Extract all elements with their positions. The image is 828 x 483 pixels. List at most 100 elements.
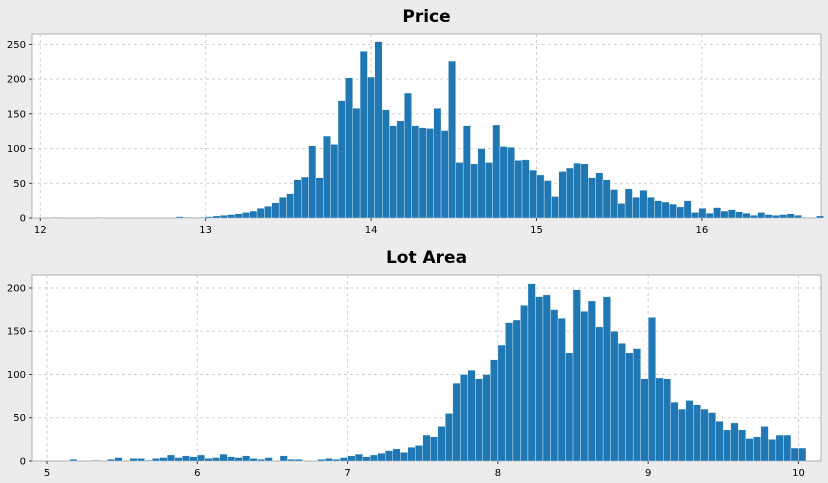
lot-area-histogram-bar xyxy=(640,378,649,462)
price-histogram-bar xyxy=(713,207,721,219)
price-histogram-bar xyxy=(381,109,390,219)
lot-area-histogram-bar xyxy=(723,429,732,462)
lot-area-histogram-bar xyxy=(730,422,739,462)
price-y-tick-label: 250 xyxy=(7,40,26,51)
lot-area-histogram-bar xyxy=(137,458,145,462)
price-histogram-bar xyxy=(529,169,537,219)
price-histogram-bar xyxy=(757,212,766,219)
price-histogram-bar xyxy=(426,128,434,219)
price-histogram-bar xyxy=(477,148,486,219)
price-histogram-bar xyxy=(359,51,368,219)
price-histogram-bar xyxy=(764,214,773,219)
lot-area-histogram-bar xyxy=(497,344,506,462)
lot-area-histogram-bar xyxy=(369,454,378,462)
price-histogram-bar xyxy=(705,212,714,219)
lot-area-x-tick-label: 7 xyxy=(344,468,350,479)
price-histogram-bar xyxy=(389,125,398,219)
price-histogram-bar xyxy=(278,196,287,219)
lot-area-histogram-bar xyxy=(144,459,153,462)
price-histogram-bar xyxy=(220,215,228,219)
lot-area-x-tick-label: 10 xyxy=(792,468,805,479)
price-histogram-bar xyxy=(779,214,788,219)
lot-area-histogram-bar xyxy=(610,331,619,462)
price-x-tick-label: 13 xyxy=(199,225,212,236)
price-y-tick-label: 100 xyxy=(7,144,26,155)
lot-area-histogram-bar xyxy=(700,408,709,462)
lot-area-histogram-bar xyxy=(798,447,807,462)
lot-area-histogram-bar xyxy=(152,458,160,462)
lot-area-histogram-bar xyxy=(557,318,566,462)
price-histogram-bar xyxy=(676,206,685,219)
price-histogram-bar xyxy=(691,212,699,219)
lot-area-histogram-bar xyxy=(595,326,604,462)
price-histogram-bar xyxy=(470,163,479,219)
price-histogram-bar xyxy=(794,215,802,219)
lot-area-histogram-bar xyxy=(572,289,581,462)
lot-area-histogram-bar xyxy=(204,458,213,462)
price-chart-title: Price xyxy=(402,7,450,27)
lot-area-y-tick-label: 200 xyxy=(7,283,26,294)
lot-area-histogram-bar xyxy=(678,408,686,462)
price-histogram-bar xyxy=(801,217,810,219)
price-x-tick-label: 15 xyxy=(530,225,543,236)
lot-area-histogram-bar xyxy=(182,455,190,462)
lot-area-y-tick-label: 50 xyxy=(13,413,26,424)
lot-area-x-tick-label: 9 xyxy=(645,468,651,479)
lot-area-histogram-bar xyxy=(625,352,634,462)
lot-area-histogram-bar xyxy=(602,296,611,462)
lot-area-histogram-bar xyxy=(400,452,408,462)
lot-area-histogram-bar xyxy=(234,457,243,462)
price-histogram-bar xyxy=(727,209,736,219)
price-histogram-bar xyxy=(352,108,361,219)
price-histogram-bar xyxy=(249,210,258,219)
lot-area-histogram-bar xyxy=(257,459,266,462)
lot-area-histogram-bar xyxy=(332,459,341,462)
price-histogram-bar xyxy=(462,125,471,219)
lot-area-histogram-bar xyxy=(542,294,551,462)
price-histogram-bar xyxy=(786,213,795,219)
price-histogram-bar xyxy=(212,215,221,219)
lot-area-histogram-bar xyxy=(490,359,499,462)
price-histogram-bar xyxy=(521,159,530,219)
lot-area-histogram-bar xyxy=(452,382,461,462)
lot-area-histogram-bar xyxy=(415,445,423,462)
price-histogram-bar xyxy=(308,145,317,219)
price-y-tick-label: 200 xyxy=(7,75,26,86)
price-histogram-bar xyxy=(396,120,405,219)
price-histogram-bar xyxy=(264,206,272,219)
lot-area-histogram-bar xyxy=(264,457,273,462)
lot-area-histogram-bar xyxy=(347,455,356,462)
price-histogram-bar xyxy=(661,201,670,219)
price-histogram-bar xyxy=(551,196,560,219)
price-histogram-bar xyxy=(816,215,824,219)
lot-area-histogram-bar xyxy=(69,459,78,462)
price-histogram-bar xyxy=(617,203,626,219)
price-histogram-bar xyxy=(315,177,324,219)
lot-area-histogram-bar xyxy=(587,300,596,462)
lot-area-histogram-bar xyxy=(708,412,716,462)
price-histogram-bar xyxy=(750,215,758,219)
price-histogram-bar xyxy=(337,100,346,219)
price-histogram-bar xyxy=(558,171,567,219)
lot-area-x-tick-label: 6 xyxy=(194,468,200,479)
lot-area-histogram-bar xyxy=(114,457,123,462)
price-histogram-bar xyxy=(698,208,707,219)
lot-area-histogram-bar xyxy=(760,426,769,462)
lot-area-histogram-bar xyxy=(565,352,574,462)
lot-area-histogram-bar xyxy=(512,319,521,462)
lot-area-histogram-bar xyxy=(745,438,754,462)
lot-area-histogram-bar xyxy=(775,434,784,462)
lot-area-histogram-bar xyxy=(430,436,438,462)
lot-area-histogram-bar xyxy=(249,458,258,462)
price-histogram-bar xyxy=(433,108,442,219)
price-histogram-bar xyxy=(742,212,751,219)
lot-area-histogram-bar xyxy=(467,369,476,462)
lot-area-histogram-bar xyxy=(129,458,138,462)
lot-area-histogram-bar xyxy=(354,453,363,462)
price-y-tick-label: 50 xyxy=(13,179,26,190)
price-histogram-bar xyxy=(573,162,582,219)
lot-area-y-tick-label: 150 xyxy=(7,327,26,338)
price-histogram-bar xyxy=(374,41,383,219)
